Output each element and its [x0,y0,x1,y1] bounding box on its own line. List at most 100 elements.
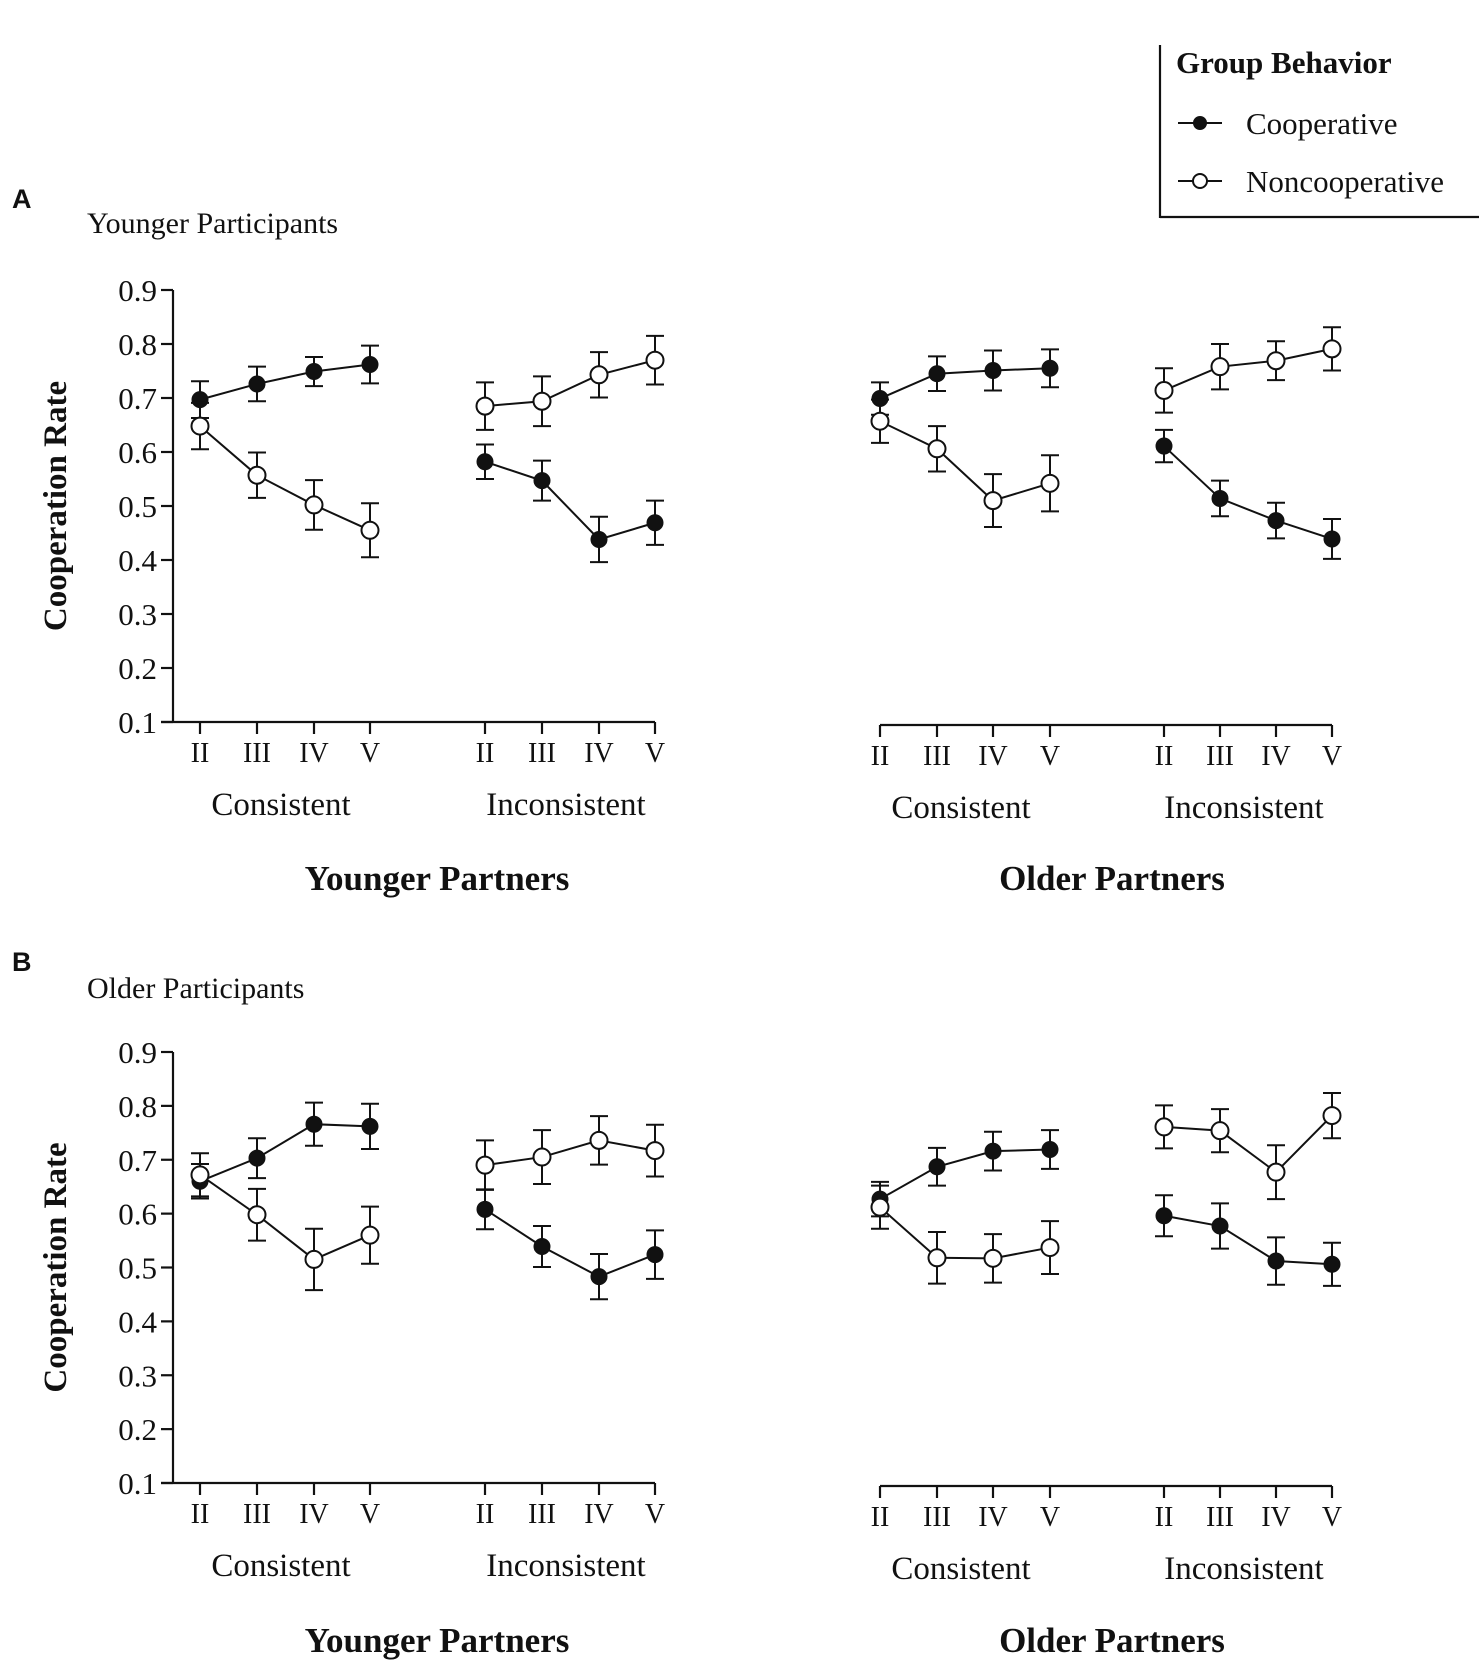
data-point [1211,1217,1229,1235]
x-tick-label: IV [299,1499,329,1530]
data-point [360,1225,380,1245]
y-tick-label: 0.5 [118,1251,157,1286]
x-tick-label: V [360,738,380,769]
y-tick-label: 0.7 [118,1143,157,1178]
series-noncooperative [870,1184,1060,1285]
x-tick-label: IV [978,741,1008,772]
panel-letter: A [12,184,32,214]
group-label: Older Partners [999,859,1225,898]
y-tick-label: 0.9 [118,273,157,308]
data-point [1041,359,1059,377]
x-tick-label: III [243,1499,271,1530]
x-tick-label: III [528,738,556,769]
data-point [476,1200,494,1218]
data-point [361,356,379,374]
data-point [927,439,947,459]
x-tick-label: V [360,1499,380,1530]
x-tick-label: IV [584,738,614,769]
x-tick-label: III [923,1502,951,1533]
legend-entry-noncooperative: Noncooperative [1246,164,1444,199]
data-point [1210,357,1230,377]
y-tick-label: 0.6 [118,435,157,470]
group-label: Older Partners [999,1621,1225,1660]
data-point [646,1246,664,1264]
x-tick-label: II [191,738,210,769]
data-point [1267,1252,1285,1270]
series-line [1163,1114,1333,1174]
panel-a: A Younger Participants Cooperation Rate 0.1… [12,184,1342,898]
data-point [646,514,664,532]
x-tick-label: IV [1261,741,1291,772]
data-point [304,495,324,515]
x-tick-label: III [528,1499,556,1530]
data-point [475,1155,495,1175]
data-point [590,1268,608,1286]
data-point [304,1249,324,1269]
data-point [247,465,267,485]
x-tick-label: II [871,741,890,772]
x-tick-label: III [1206,741,1234,772]
x-tick-label: II [476,738,495,769]
legend-noncooperative-marker [1192,173,1208,189]
series-noncooperative [475,334,665,431]
data-point [190,1165,210,1185]
block-label: Inconsistent [486,1548,645,1584]
block-label: Inconsistent [1164,1551,1323,1587]
block-label: Inconsistent [486,787,645,823]
x-tick-label: IV [978,1502,1008,1533]
data-point [532,391,552,411]
series-cooperative [1155,1194,1341,1287]
panel-b: B Older Participants Cooperation Rate 0.1 0.… [12,947,1342,1660]
series-cooperative [871,348,1059,416]
x-tick-label: II [871,1502,890,1533]
series-line [879,367,1051,400]
data-point [533,472,551,490]
x-tick-label: V [1322,741,1342,772]
series-line [1163,445,1333,540]
legend-title: Group Behavior [1176,45,1392,80]
data-point [645,350,665,370]
series-cooperative [476,1188,664,1301]
series-noncooperative [870,398,1060,529]
data-point [1211,489,1229,507]
series-cooperative [1155,428,1341,560]
data-point [533,1237,551,1255]
data-point [361,1117,379,1135]
data-point [305,363,323,381]
x-tick-label: V [1040,741,1060,772]
group-younger-partners: 0.10.20.30.40.50.60.70.80.9II III IV VConsi… [118,1035,665,1660]
series-noncooperative [1154,1091,1342,1201]
y-tick-label: 0.4 [118,543,157,578]
series-line [879,1206,1051,1260]
series-line [199,1174,371,1261]
series-line [1163,1214,1333,1266]
series-line [484,1139,656,1167]
y-tick-label: 0.2 [118,1412,157,1447]
data-point [1323,1255,1341,1273]
x-tick-label: IV [1261,1502,1291,1533]
data-point [1155,1207,1173,1225]
y-tick-label: 0.8 [118,327,157,362]
data-point [1155,437,1173,455]
data-point [476,453,494,471]
y-tick-label: 0.3 [118,597,157,632]
y-tick-label: 0.1 [118,705,157,740]
series-cooperative [871,1129,1059,1218]
series-line [879,1148,1051,1200]
data-point [870,411,890,431]
panel-title: Older Participants [87,972,304,1005]
x-tick-label: IV [584,1499,614,1530]
series-noncooperative [1154,326,1342,414]
block-label: Inconsistent [1164,790,1323,826]
series-line [199,1123,371,1183]
x-tick-label: III [923,741,951,772]
x-tick-label: II [1155,741,1174,772]
group-label: Younger Partners [305,859,570,898]
